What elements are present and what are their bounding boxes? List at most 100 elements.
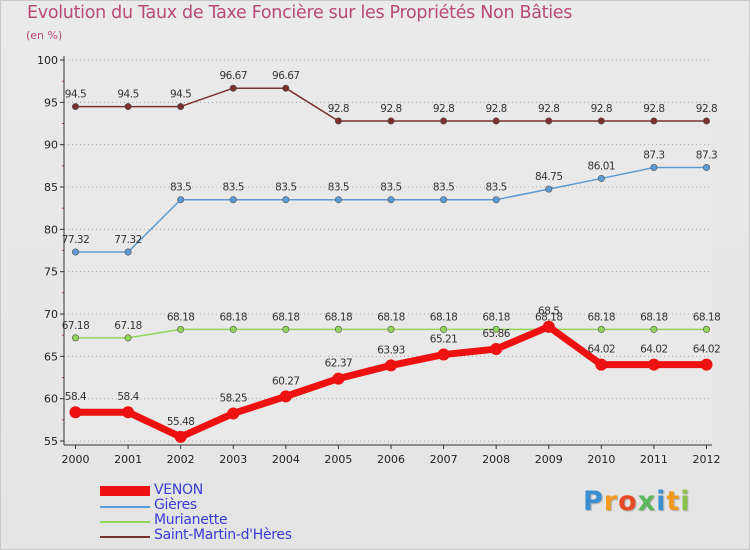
data-point	[122, 406, 135, 419]
data-point	[229, 84, 237, 92]
proxiti-logo: Proxiti	[583, 486, 691, 517]
x-tick-label: 2006	[377, 453, 405, 466]
data-label: 83.5	[328, 182, 349, 194]
data-label: 87.3	[696, 150, 717, 162]
data-label: 92.8	[328, 103, 349, 115]
logo-letter: i	[680, 486, 691, 517]
data-point	[177, 103, 185, 111]
data-label: 68.18	[219, 311, 247, 323]
x-tick-label: 2008	[482, 453, 510, 466]
data-point	[229, 196, 237, 204]
data-label: 77.32	[114, 234, 142, 246]
data-label: 83.5	[223, 182, 244, 194]
data-point	[700, 358, 713, 371]
data-label: 94.5	[117, 89, 138, 101]
data-point	[229, 325, 237, 333]
logo-letter: x	[637, 486, 657, 517]
data-label: 68.18	[535, 311, 563, 323]
data-point	[72, 248, 80, 256]
x-tick-label: 2001	[114, 453, 142, 466]
data-point	[332, 372, 345, 385]
data-label: 83.5	[485, 182, 506, 194]
data-label: 55.48	[167, 416, 195, 428]
data-point	[282, 325, 290, 333]
data-point	[595, 358, 608, 371]
x-tick-label: 2000	[62, 453, 90, 466]
logo-letter: P	[583, 486, 604, 517]
data-label: 83.5	[275, 182, 296, 194]
data-label: 67.18	[114, 320, 142, 332]
data-point	[72, 103, 80, 111]
data-point	[492, 325, 500, 333]
data-point	[177, 325, 185, 333]
data-point	[597, 117, 605, 125]
data-label: 92.8	[433, 103, 454, 115]
data-label: 64.02	[693, 344, 721, 356]
data-point	[334, 196, 342, 204]
data-label: 64.02	[588, 344, 616, 356]
y-tick-label: 55	[44, 435, 58, 448]
chart-title: Evolution du Taux de Taxe Foncière sur l…	[27, 3, 573, 23]
data-label: 67.18	[62, 320, 90, 332]
data-label: 92.8	[380, 103, 401, 115]
x-tick-label: 2005	[324, 453, 352, 466]
data-point	[647, 358, 660, 371]
legend-label: VENON	[154, 482, 203, 498]
x-tick-label: 2010	[587, 453, 615, 466]
data-point	[279, 390, 292, 403]
data-point	[387, 117, 395, 125]
data-point	[124, 334, 132, 342]
data-label: 68.18	[167, 311, 195, 323]
data-point	[545, 185, 553, 193]
data-point	[492, 117, 500, 125]
data-point	[72, 334, 80, 342]
data-label: 68.18	[377, 311, 405, 323]
data-point	[490, 343, 503, 356]
data-label: 60.27	[272, 375, 300, 387]
y-tick-label: 65	[44, 350, 58, 363]
data-point	[282, 196, 290, 204]
data-label: 83.5	[380, 182, 401, 194]
data-label: 68.18	[640, 311, 668, 323]
data-point	[702, 164, 710, 172]
data-label: 83.5	[170, 182, 191, 194]
data-point	[650, 325, 658, 333]
data-label: 96.67	[219, 70, 247, 82]
data-point	[387, 325, 395, 333]
data-point	[334, 117, 342, 125]
data-label: 86.01	[588, 160, 616, 172]
data-label: 68.18	[693, 311, 721, 323]
data-point	[440, 325, 448, 333]
data-point	[385, 359, 397, 372]
data-label: 83.5	[433, 182, 454, 194]
data-point	[702, 325, 710, 333]
data-point	[69, 406, 82, 419]
data-label: 68.18	[430, 311, 458, 323]
data-label: 68.5	[538, 306, 559, 318]
data-label: 58.4	[117, 391, 139, 403]
data-point	[650, 117, 658, 125]
data-label: 63.93	[377, 344, 405, 356]
data-label: 62.37	[325, 358, 353, 370]
data-label: 65.21	[430, 334, 458, 346]
data-label: 94.5	[170, 89, 191, 101]
data-point	[334, 325, 342, 333]
y-tick-label: 100	[37, 54, 58, 67]
y-tick-label: 70	[44, 308, 58, 321]
data-label: 65.86	[482, 328, 510, 340]
y-tick-label: 95	[44, 96, 58, 109]
legend-swatch-murianette	[100, 521, 150, 523]
logo-letter: t	[666, 486, 681, 517]
data-label: 68.18	[588, 311, 616, 323]
data-point	[387, 196, 395, 204]
data-label: 77.32	[62, 234, 90, 246]
data-label: 68.18	[272, 311, 300, 323]
y-tick-label: 75	[44, 266, 58, 279]
data-label: 68.18	[325, 311, 353, 323]
legend-label: Murianette	[154, 512, 228, 528]
data-point	[597, 325, 605, 333]
data-point	[702, 117, 710, 125]
data-point	[227, 407, 240, 420]
x-tick-label: 2007	[430, 453, 458, 466]
legend-swatch-venon	[100, 486, 150, 496]
